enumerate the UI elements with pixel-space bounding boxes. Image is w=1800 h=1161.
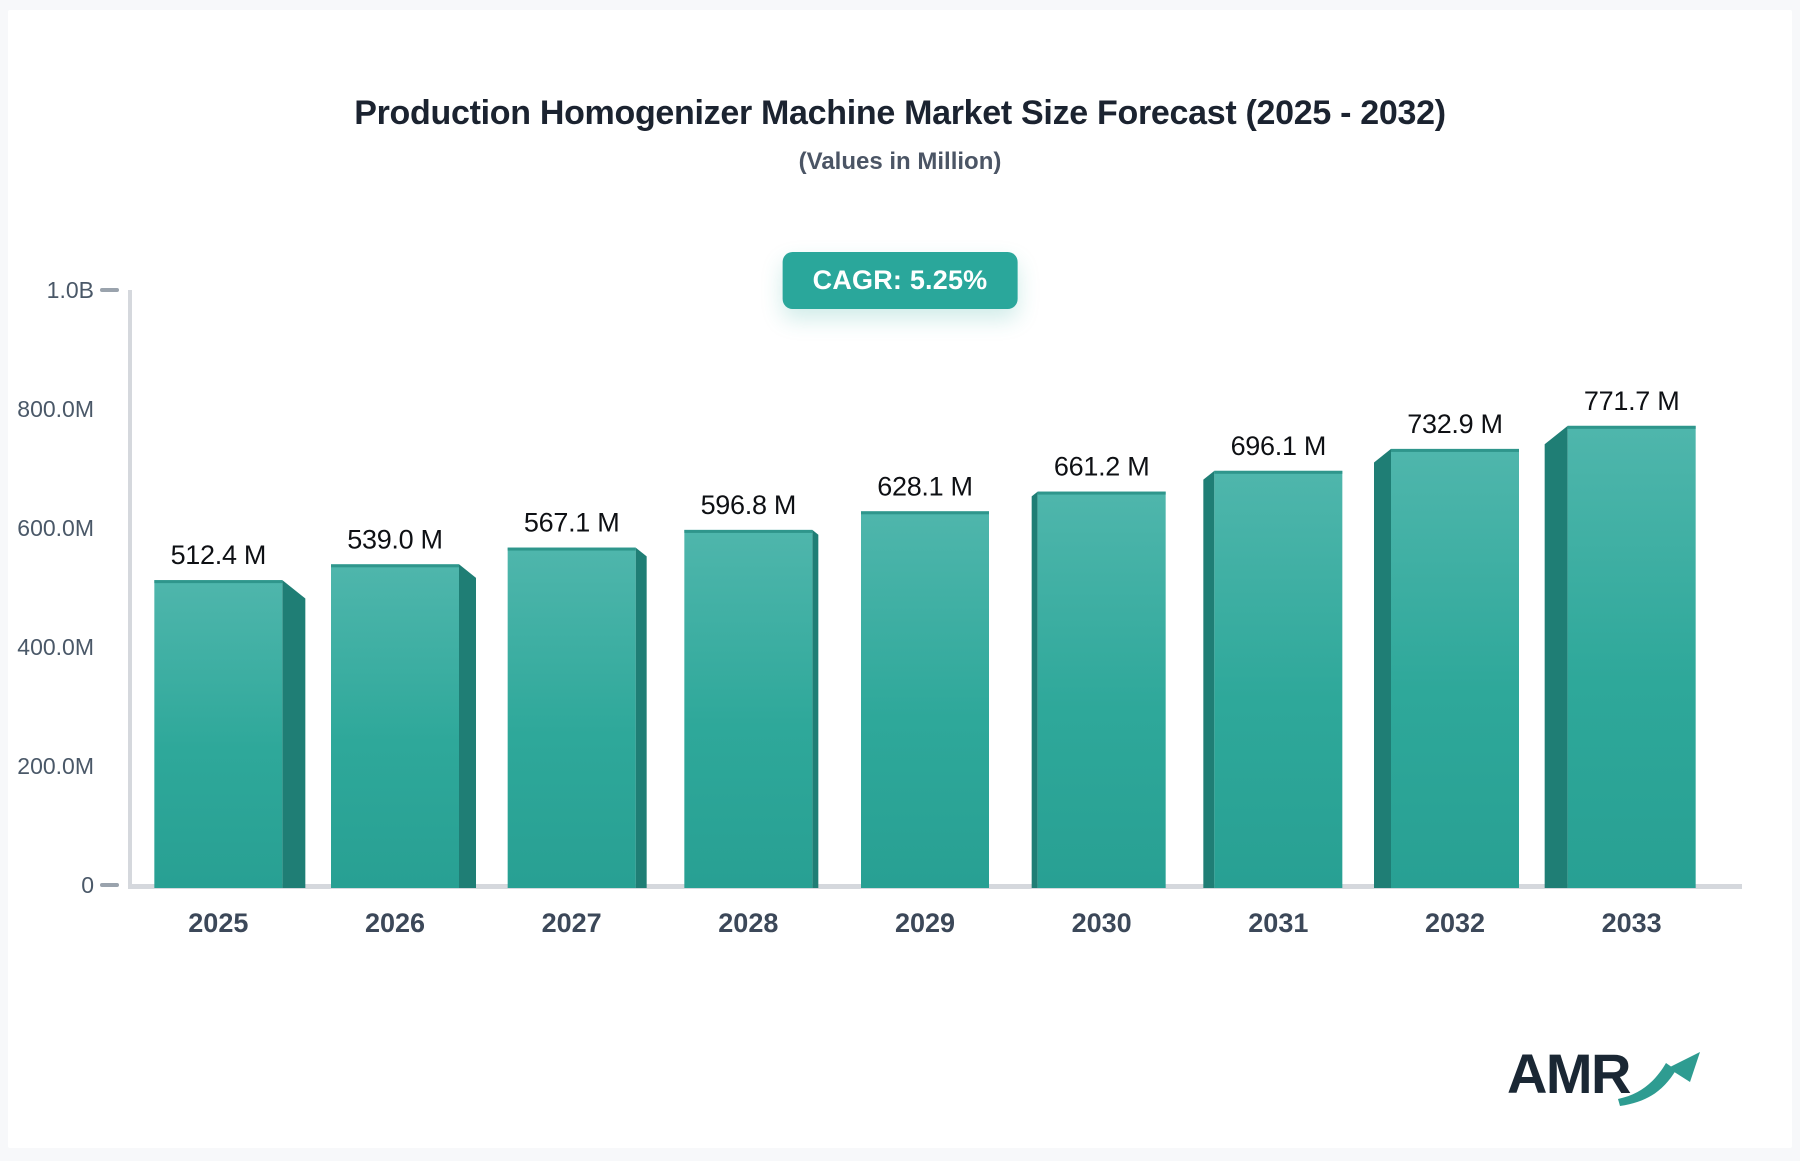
bar-side-face [635,547,647,888]
x-tick-label: 2030 [1072,908,1132,938]
bar[interactable] [1567,425,1696,888]
bar[interactable] [507,547,636,888]
x-tick-label: 2028 [718,908,778,938]
bar-top-edge [507,547,636,551]
x-tick-label: 2032 [1425,908,1485,938]
y-tick-label: 200.0M [17,753,94,779]
bar-value-label: 539.0 M [347,524,442,554]
y-axis-tick [100,288,119,292]
x-tick-label: 2029 [895,908,955,938]
bar[interactable] [1214,470,1343,888]
bar[interactable] [331,564,459,888]
bar-value-label: 771.7 M [1584,386,1679,416]
amr-logo: AMR [1507,1046,1704,1112]
bar-top-edge [1567,425,1696,429]
logo-text: AMR [1506,1042,1632,1105]
y-tick-label: 1.0B [47,277,94,303]
cagr-badge: CAGR: 5.25% [782,252,1018,309]
bar-value-label: 512.4 M [171,540,266,570]
bar-side-face [812,529,819,888]
bar-value-label: 696.1 M [1231,431,1326,461]
bar-top-edge [1037,491,1166,495]
bar[interactable] [1391,448,1519,888]
x-tick-label: 2033 [1602,908,1662,938]
bar-side-face [459,564,476,888]
x-tick-label: 2027 [542,908,602,938]
bar-top-edge [1391,448,1519,452]
bar-top-edge [684,529,813,533]
bar-value-label: 661.2 M [1054,452,1149,482]
y-axis-tick [100,883,119,887]
y-axis-line [128,290,132,885]
bar-top-edge [861,511,989,515]
bar[interactable] [861,511,989,888]
y-tick-label: 0 [81,872,94,898]
chart-subtitle: (Values in Million) [798,148,1002,175]
bar-top-edge [331,564,459,568]
y-tick-label: 400.0M [17,634,94,660]
bar-side-face [1031,491,1038,888]
x-tick-label: 2025 [188,908,248,938]
bar-side-face [1544,425,1568,888]
bar-value-label: 596.8 M [701,490,796,520]
y-tick-label: 600.0M [17,515,94,541]
y-tick-label: 800.0M [17,396,94,422]
bar-top-edge [154,580,283,584]
x-tick-label: 2026 [365,908,425,938]
bar-side-face [1374,448,1391,888]
bar-top-edge [1214,470,1343,474]
bar[interactable] [684,529,813,888]
growth-arrow-icon [1618,1052,1700,1106]
bar-value-label: 567.1 M [524,508,619,538]
bar-side-face [1203,470,1215,888]
bar-value-label: 628.1 M [877,471,972,501]
x-tick-label: 2031 [1248,908,1308,938]
page-title: Production Homogenizer Machine Market Si… [354,94,1446,132]
bar-side-face [282,580,306,888]
bar-value-label: 732.9 M [1407,409,1502,439]
bar[interactable] [1037,491,1166,888]
bar[interactable] [154,580,283,888]
